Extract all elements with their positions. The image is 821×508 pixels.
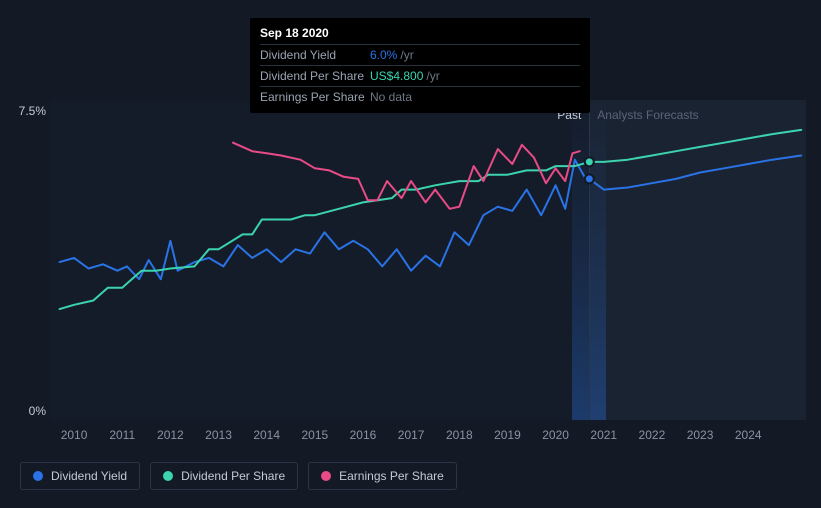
y-axis-label-min: 0%: [16, 404, 46, 418]
x-tick: 2011: [109, 428, 135, 442]
legend-swatch-icon: [33, 471, 43, 481]
tooltip-row: Earnings Per Share No data: [260, 86, 580, 107]
x-tick: 2020: [542, 428, 569, 442]
tooltip-row-label: Earnings Per Share: [260, 90, 370, 104]
x-tick: 2012: [157, 428, 184, 442]
legend-item-dividend-yield[interactable]: Dividend Yield: [20, 462, 140, 490]
tooltip-row-value: 6.0%/yr: [370, 48, 414, 62]
x-tick: 2019: [494, 428, 521, 442]
x-tick: 2013: [205, 428, 232, 442]
tooltip-row-value: No data: [370, 90, 415, 104]
tooltip-date: Sep 18 2020: [260, 26, 580, 40]
x-tick: 2024: [735, 428, 762, 442]
x-tick: 2016: [350, 428, 377, 442]
tooltip-row-value: US$4.800/yr: [370, 69, 440, 83]
x-axis: 2010 2011 2012 2013 2014 2015 2016 2017 2018 2019…: [50, 428, 806, 446]
chart-tooltip: Sep 18 2020 Dividend Yield 6.0%/yr Divid…: [250, 18, 590, 113]
legend-swatch-icon: [163, 471, 173, 481]
legend-item-earnings-per-share[interactable]: Earnings Per Share: [308, 462, 457, 490]
x-tick: 2010: [61, 428, 88, 442]
legend: Dividend Yield Dividend Per Share Earnin…: [20, 462, 457, 490]
series-line-dividend_yield: [60, 156, 802, 280]
hover-marker-dividend_yield: [585, 174, 594, 183]
hover-marker-dividend_per_share: [585, 157, 594, 166]
plot-area[interactable]: Past Analysts Forecasts: [50, 100, 806, 420]
x-tick: 2014: [253, 428, 280, 442]
tooltip-row-label: Dividend Per Share: [260, 69, 370, 83]
legend-label: Dividend Per Share: [181, 469, 285, 483]
chart-lines: [50, 100, 806, 420]
legend-label: Dividend Yield: [51, 469, 127, 483]
legend-item-dividend-per-share[interactable]: Dividend Per Share: [150, 462, 298, 490]
legend-swatch-icon: [321, 471, 331, 481]
x-tick: 2018: [446, 428, 473, 442]
x-tick: 2023: [687, 428, 714, 442]
y-axis-label-max: 7.5%: [16, 104, 46, 118]
tooltip-row: Dividend Yield 6.0%/yr: [260, 44, 580, 65]
legend-label: Earnings Per Share: [339, 469, 444, 483]
chart[interactable]: 7.5% 0% Past Analysts Forecasts: [16, 100, 806, 420]
x-tick: 2022: [639, 428, 666, 442]
series-line-earnings_per_share: [233, 143, 580, 209]
x-tick: 2021: [590, 428, 617, 442]
tooltip-row: Dividend Per Share US$4.800/yr: [260, 65, 580, 86]
tooltip-row-label: Dividend Yield: [260, 48, 370, 62]
x-tick: 2015: [301, 428, 328, 442]
series-line-dividend_per_share: [60, 130, 802, 309]
x-tick: 2017: [398, 428, 425, 442]
